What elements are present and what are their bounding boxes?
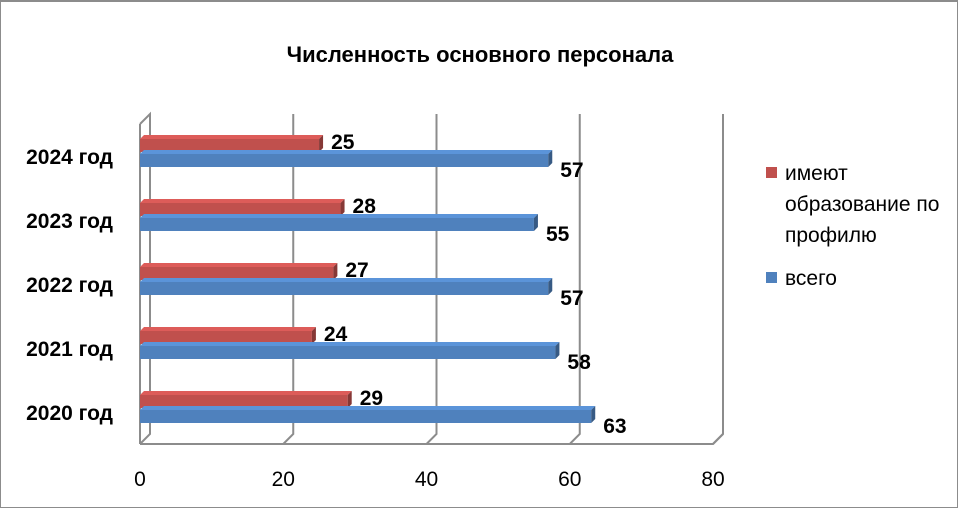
data-label: 55 [546,223,570,246]
bar [140,199,345,216]
legend-swatch [766,272,777,283]
bar [140,342,560,359]
x-tick-label: 40 [415,468,438,491]
category-label: 2021 год [26,338,113,361]
bar [140,135,324,152]
data-label: 27 [345,259,368,282]
data-label: 28 [353,195,377,218]
x-tick-label: 20 [272,468,295,491]
category-label: 2024 год [26,146,113,169]
data-label: 57 [560,287,583,310]
data-label: 63 [603,415,626,438]
x-tick-label: 60 [558,468,581,491]
legend-label: всего [785,267,837,290]
data-label: 24 [324,323,348,346]
x-tick-label: 0 [134,468,146,491]
category-label: 2023 год [26,210,113,233]
legend-swatch [766,167,777,178]
x-tick-label: 80 [701,468,724,491]
bar [140,406,596,423]
plot-area: 0 20 40 60 80 29 63 2020 год 24 58 2021 год 27 57 202… [26,111,725,491]
data-label: 58 [567,351,591,374]
category-label: 2020 год [26,402,113,425]
bar [140,327,316,344]
data-label: 25 [331,131,355,154]
chart-title: Численность основного персонала [287,42,674,67]
bar [140,391,352,408]
legend-label: профилю [785,224,877,247]
data-label: 29 [360,387,383,410]
data-label: 57 [560,159,583,182]
legend-item: имеют образование по профилю [766,162,939,247]
legend-item: всего [766,267,837,290]
bar [140,214,538,231]
gridline [569,114,581,445]
bar [140,150,553,167]
bar [140,263,338,280]
bar [140,278,553,295]
category-label: 2022 год [26,274,113,297]
gridline [712,114,724,445]
legend-label: образование по [785,193,939,216]
legend-label: имеют [785,162,848,185]
legend: имеют образование по профилю всего [766,162,939,290]
